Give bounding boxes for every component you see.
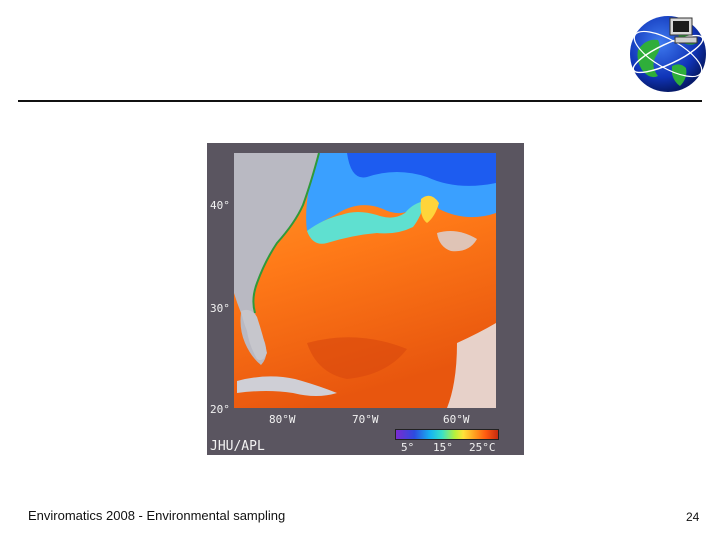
header-rule xyxy=(18,100,702,102)
map-image xyxy=(234,152,496,408)
longitude-label-80w: 80°W xyxy=(269,413,296,426)
image-credit: JHU/APL xyxy=(210,439,265,454)
globe-computer-icon xyxy=(630,16,706,92)
colorbar-label-5: 5° xyxy=(401,441,415,454)
longitude-label-60w: 60°W xyxy=(443,413,470,426)
latitude-label-20: 20° xyxy=(210,403,230,416)
temperature-colorbar xyxy=(395,429,499,440)
latitude-label-40: 40° xyxy=(210,199,230,212)
page-number: 24 xyxy=(686,510,700,524)
sea-surface-temperature-map: 40° 30° 20° 80°W 70°W 60°W JHU/APL 5° 15… xyxy=(207,143,524,455)
longitude-label-70w: 70°W xyxy=(352,413,379,426)
colorbar-label-15: 15° xyxy=(433,441,453,454)
footer-text: Enviromatics 2008 - Environmental sampli… xyxy=(28,508,286,523)
colorbar-label-25: 25°C xyxy=(469,441,496,454)
latitude-label-30: 30° xyxy=(210,302,230,315)
